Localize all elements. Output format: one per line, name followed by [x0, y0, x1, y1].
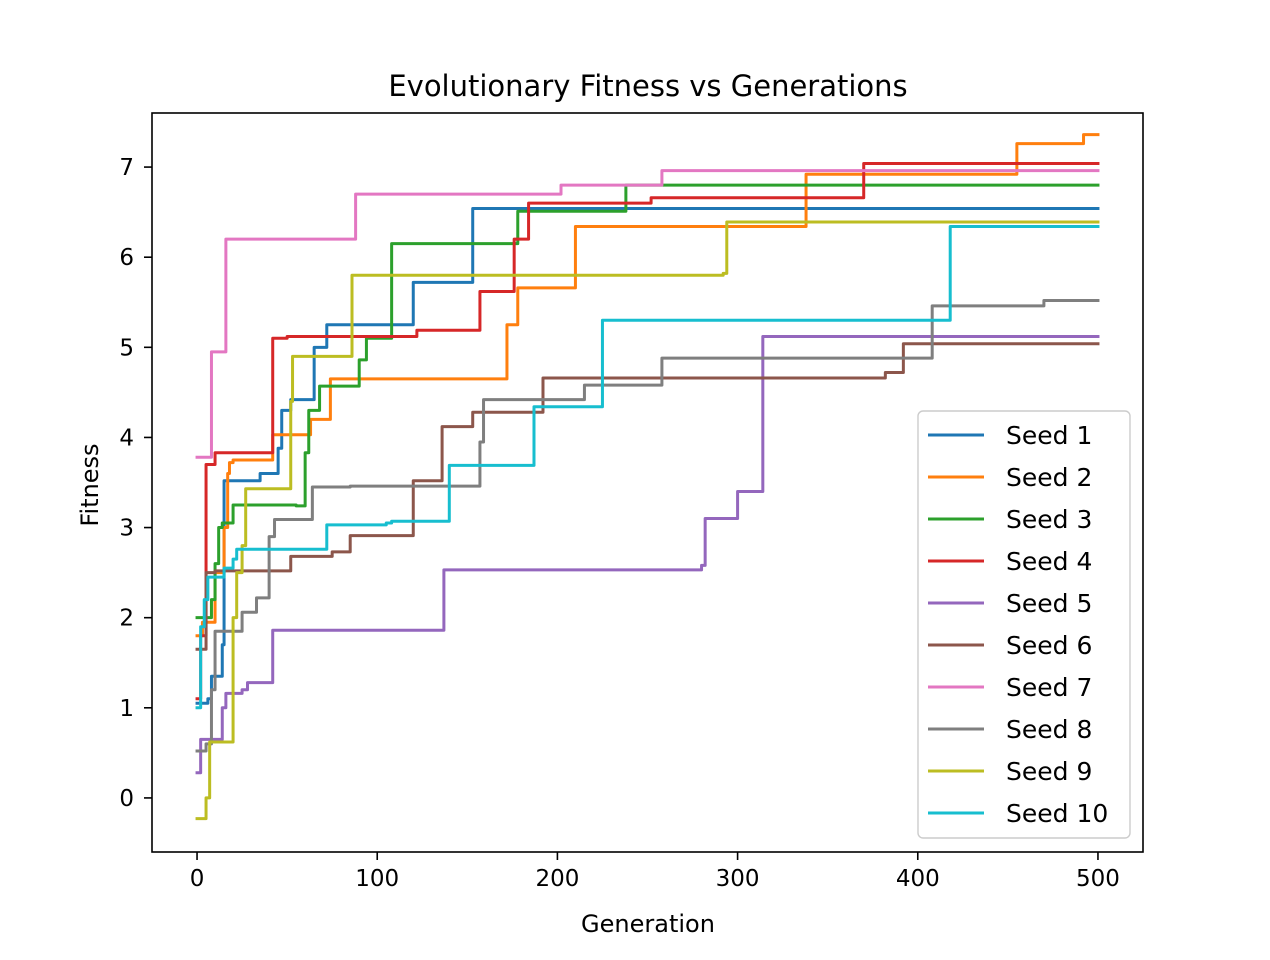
y-axis-label: Fitness [76, 443, 104, 526]
series-lines [195, 133, 1100, 821]
legend-label-5: Seed 5 [1006, 589, 1092, 618]
series-line-8 [195, 298, 1100, 753]
legend: Seed 1 Seed 2 Seed 3 Seed 4 Seed 5 Seed 6 Seed… [917, 410, 1131, 839]
y-axis-ticks: 0 1 2 3 4 5 6 7 [119, 155, 152, 812]
y-tick-label: 4 [119, 425, 134, 451]
x-axis-ticks: 0 100 200 300 400 500 [190, 852, 1120, 892]
legend-label-4: Seed 4 [1006, 547, 1092, 576]
x-tick-label: 500 [1076, 866, 1120, 892]
legend-label-8: Seed 8 [1006, 715, 1092, 744]
series-line-2 [195, 133, 1100, 638]
series-line-6 [195, 342, 1100, 651]
x-tick-label: 400 [896, 866, 940, 892]
y-tick-label: 1 [119, 696, 134, 722]
series-line-1 [195, 207, 1100, 705]
chart-title: Evolutionary Fitness vs Generations [388, 69, 907, 103]
series-line-5 [195, 335, 1100, 775]
y-tick-label: 2 [119, 606, 134, 632]
legend-label-3: Seed 3 [1006, 505, 1092, 534]
x-axis-label: Generation [581, 910, 715, 938]
series-line-4 [195, 161, 1100, 701]
legend-label-2: Seed 2 [1006, 463, 1092, 492]
y-tick-label: 3 [119, 516, 134, 542]
x-tick-label: 0 [190, 866, 205, 892]
legend-label-1: Seed 1 [1006, 421, 1092, 450]
legend-label-7: Seed 7 [1006, 673, 1092, 702]
x-tick-label: 300 [716, 866, 760, 892]
legend-label-6: Seed 6 [1006, 631, 1092, 660]
series-line-9 [195, 220, 1100, 821]
plot-frame [151, 112, 1144, 853]
x-tick-label: 200 [535, 866, 579, 892]
x-tick-label: 100 [355, 866, 399, 892]
y-tick-label: 7 [119, 155, 134, 181]
series-line-7 [195, 169, 1100, 459]
y-tick-label: 5 [119, 335, 134, 361]
y-tick-label: 6 [119, 245, 134, 271]
y-tick-label: 0 [119, 786, 134, 812]
legend-label-10: Seed 10 [1006, 799, 1108, 828]
legend-label-9: Seed 9 [1006, 757, 1092, 786]
series-line-10 [195, 225, 1100, 710]
